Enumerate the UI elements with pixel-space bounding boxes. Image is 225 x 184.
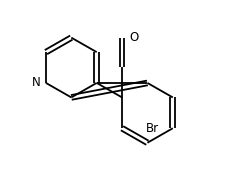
Text: N: N	[32, 76, 40, 89]
Text: O: O	[129, 31, 138, 44]
Text: Br: Br	[145, 122, 158, 135]
